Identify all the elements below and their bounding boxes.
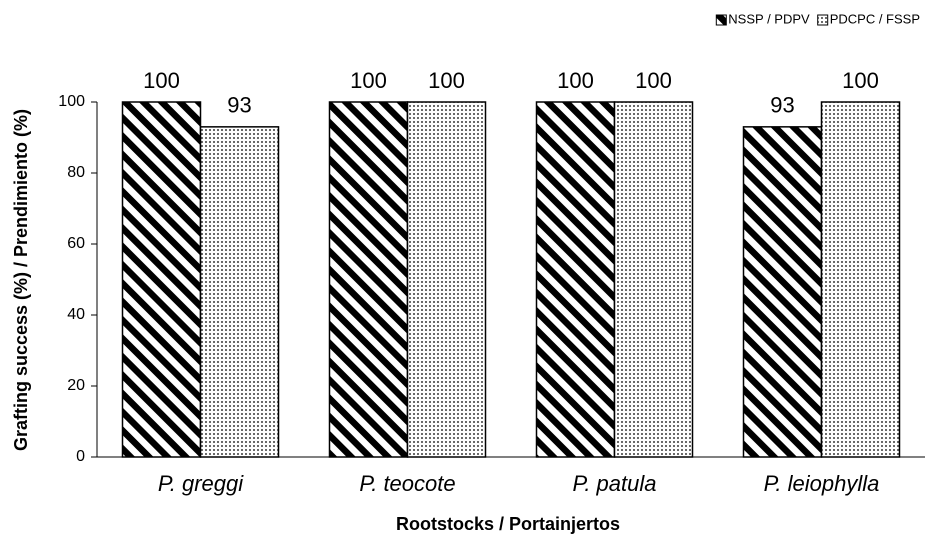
y-tick-label: 0	[76, 448, 85, 465]
value-label: 100	[557, 68, 594, 93]
y-tick-label: 100	[58, 93, 85, 110]
x-tick-label: P. patula	[572, 471, 656, 496]
bar	[613, 101, 694, 458]
value-label: 100	[143, 68, 180, 93]
y-tick-label: 60	[67, 235, 85, 252]
legend-label: NSSP / PDPV	[728, 11, 810, 26]
x-tick-label: P. greggi	[158, 471, 244, 496]
value-label: 93	[770, 93, 794, 118]
y-tick-label: 80	[67, 164, 85, 181]
x-tick-label: P. leiophylla	[764, 471, 880, 496]
legend-swatch	[715, 14, 727, 26]
bar	[406, 101, 487, 458]
y-tick-label: 40	[67, 306, 85, 323]
value-label: 100	[842, 68, 879, 93]
bar	[820, 101, 901, 458]
y-axis-label: Grafting success (%) / Prendimiento (%)	[11, 109, 31, 451]
bar	[742, 126, 823, 458]
x-axis-label: Rootstocks / Portainjertos	[396, 514, 620, 534]
bar	[121, 101, 202, 458]
bar	[199, 126, 280, 458]
bar	[328, 101, 409, 458]
legend-swatch	[817, 14, 829, 26]
value-label: 100	[428, 68, 465, 93]
x-tick-label: P. teocote	[359, 471, 455, 496]
legend-label: PDCPC / FSSP	[830, 11, 920, 26]
value-label: 100	[635, 68, 672, 93]
bar	[535, 101, 616, 458]
y-tick-label: 20	[67, 377, 85, 394]
value-label: 100	[350, 68, 387, 93]
value-label: 93	[227, 93, 251, 118]
